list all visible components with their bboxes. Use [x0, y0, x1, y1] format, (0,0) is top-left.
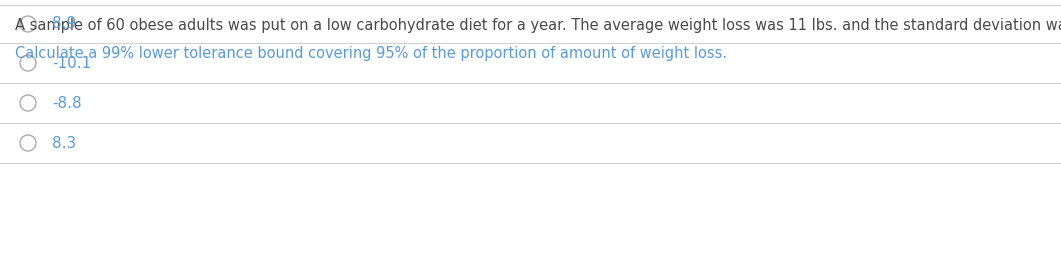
Text: 8.3: 8.3 — [52, 135, 76, 150]
Text: A sample of 60 obese adults was put on a low carbohydrate diet for a year. The a: A sample of 60 obese adults was put on a… — [15, 18, 1061, 33]
Text: Calculate a 99% lower tolerance bound covering 95% of the proportion of amount o: Calculate a 99% lower tolerance bound co… — [15, 46, 727, 61]
Text: 8.9: 8.9 — [52, 17, 76, 32]
Text: -10.1: -10.1 — [52, 55, 91, 70]
Text: -8.8: -8.8 — [52, 95, 82, 110]
